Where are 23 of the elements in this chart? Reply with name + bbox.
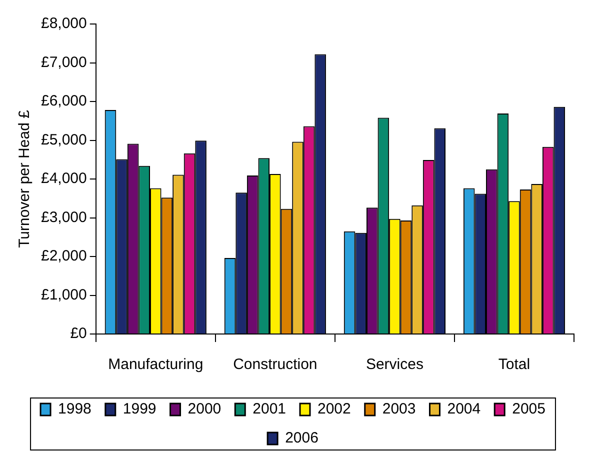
y-tick-label: £2,000 — [40, 248, 87, 265]
x-tick-label: Total — [498, 356, 530, 374]
y-axis-title: Turnover per Head £ — [16, 109, 34, 248]
y-tick-label: £1,000 — [40, 286, 87, 304]
legend-label: 2002 — [318, 400, 351, 418]
y-tick-label: £4,000 — [40, 170, 87, 188]
y-tick-label: £8,000 — [40, 15, 87, 32]
y-tick-label: £3,000 — [40, 208, 87, 226]
y-tick-label: £7,000 — [40, 54, 87, 71]
legend-label: 2004 — [447, 400, 481, 418]
y-tick-label: £5,000 — [40, 131, 87, 148]
legend-label: 2001 — [252, 400, 286, 418]
y-tick-label: £6,000 — [40, 92, 87, 110]
legend-label: 2006 — [285, 430, 318, 447]
x-tick-label: Services — [366, 356, 424, 374]
legend-label: 2005 — [512, 400, 546, 418]
x-tick-label: Manufacturing — [108, 356, 204, 374]
legend-label: 1999 — [122, 400, 156, 418]
legend-label: 2003 — [382, 400, 416, 418]
y-tick-label: £0 — [70, 325, 87, 342]
legend-label: 2000 — [188, 400, 222, 418]
legend-label: 1998 — [58, 400, 92, 418]
x-tick-label: Construction — [233, 356, 318, 374]
